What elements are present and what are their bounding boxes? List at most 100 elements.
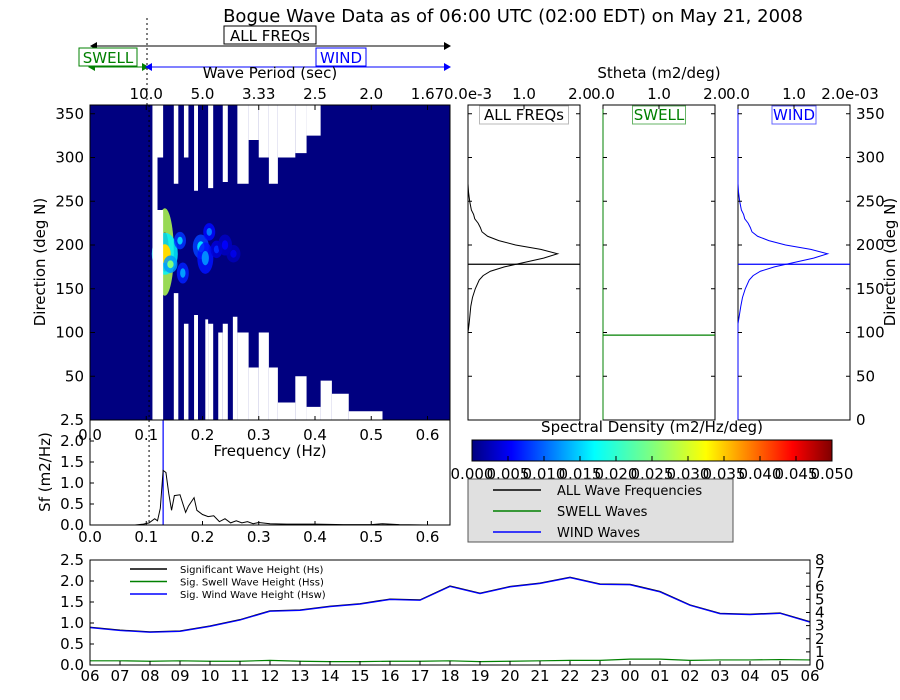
height-xtick-label: 06 [80,667,99,685]
spectrum-empty-bin [237,105,249,184]
legend-entry: SWELL Waves [557,505,648,520]
height-legend-entry: Significant Wave Height (Hs) [180,565,323,576]
hotspot-core [167,260,174,269]
spectrum-empty-bin [248,367,259,420]
spectrum-empty-bin [237,332,249,420]
swell-band-label: SWELL [83,49,134,67]
hotspot-core [201,251,209,266]
stheta-wind-panel: WIND 0.0 1.0 2.0e-03 0 50 100 150 200 250 300 350 [726,85,885,429]
legend-entry: WIND Waves [557,526,640,541]
spectrum-empty-bin [208,105,214,189]
spectrum-empty-bin [173,293,179,420]
all-freqs-arrow-right [444,42,451,50]
right-ytick-label: 250 [856,192,885,210]
spectrum-empty-bin [295,105,307,154]
spectrum-empty-bin [258,105,269,158]
height-ytick-label: 0.5 [60,635,84,653]
spectrum-heatmap: 50 100 150 200 250 300 350 10.0 5.0 3.33 2.5 2.0 1.6… [55,85,451,421]
spectrum-empty-bin [157,105,164,158]
period-tick-label: 5.0 [191,85,215,103]
height-xtick-label: 00 [620,667,639,685]
wind-arrow-right [444,63,451,71]
wind-xtick-label: 2.0e-03 [821,85,879,103]
hotspot-core [230,249,237,258]
sf-ylabel: Sf (m2/Hz) [36,432,54,512]
spectrum-xtick-label: 0.2 [191,426,215,444]
spectrum-empty-bin [194,105,198,191]
stheta-right-ylabel: Direction (deg N) [881,198,899,327]
height-ytick-label: 2.5 [60,551,84,569]
right-ytick-label: 50 [856,367,875,385]
height-legend-entry: Sig. Swell Wave Height (Hss) [180,578,324,589]
swell-panel-frame [602,104,716,421]
height-xtick-label: 08 [140,667,159,685]
height-y2tick-label: 2 [815,630,825,648]
colorbar: Spectral Density (m2/Hz/deg) 0.0000.0050… [451,418,854,483]
spectrum-hotspot [197,242,214,274]
spectrum-empty-bin [194,315,198,420]
period-tick-label: 1.67 [411,85,444,103]
height-legend-entry: Sig. Wind Wave Height (Hsw) [180,590,326,601]
spectrum-empty-bin [205,319,209,420]
hotspot-core [213,245,220,254]
swell-panel-title: SWELL [634,106,685,124]
band-indicators: ALL FREQs SWELL WIND [78,18,451,105]
height-xtick-label: 14 [320,667,339,685]
right-ytick-label: 300 [856,149,885,167]
height-ytick-label: 2.0 [60,572,84,590]
spectrum-empty-bin [232,316,238,420]
sf-ytick-label: 1.5 [60,453,84,471]
sf-ytick-label: 2.0 [60,432,84,450]
spectrum-empty-bin [268,367,278,420]
height-y2tick-label: 7 [815,564,825,582]
period-tick-label: 2.0 [359,85,383,103]
height-xtick-label: 20 [500,667,519,685]
height-xtick-label: 06 [800,667,819,685]
legend-entry: ALL Wave Frequencies [557,484,702,499]
spectrum-hotspot [163,255,178,273]
height-xtick-label: 11 [230,667,249,685]
all-freqs-box [223,25,317,45]
spectrum-ytick-label: 150 [55,280,84,298]
sf-ytick-label: 0.0 [60,516,84,534]
height-xtick-label: 03 [710,667,729,685]
all-stheta-curve [467,105,560,420]
wind-xtick-label: 1.0 [782,85,806,103]
sf-ytick-label: 1.0 [60,474,84,492]
spectrum-xtick-label: 0.4 [303,426,327,444]
colorbar-tick-label: 0.040 [739,465,782,483]
spectrum-xtick-label: 0.5 [359,426,383,444]
spectrum-ytick-label: 250 [55,192,84,210]
spectrum-empty-bin [222,105,228,182]
sf-xtick-label: 0.1 [134,528,158,546]
swell-xtick-label: 1.0 [647,85,671,103]
all-panel-title: ALL FREQs [484,106,564,124]
height-xtick-label: 17 [410,667,429,685]
height-xtick-label: 21 [530,667,549,685]
wind-box [315,47,367,67]
hotspot-core [177,236,183,245]
wind-xtick-label: 0.0 [726,85,750,103]
right-ytick-label: 200 [856,236,885,254]
right-ytick-label: 100 [856,324,885,342]
height-xtick-label: 05 [770,667,789,685]
spectrum-empty-bin [152,105,158,420]
sf-ytick-label: 0.5 [60,495,84,513]
height-xtick-label: 16 [380,667,399,685]
swell-box [78,47,138,67]
spectrum-xtick-label: 0.3 [247,426,271,444]
series-legend: ALL Wave Frequencies SWELL Waves WIND Wave… [467,478,734,543]
height-y2tick-label: 0 [815,656,825,674]
height-ytick-label: 1.5 [60,593,84,611]
spectrum-empty-bin [248,105,259,140]
height-y2tick-label: 1 [815,643,825,661]
sf-xtick-label: 0.2 [191,528,215,546]
spectrum-empty-bin [173,105,179,184]
spectrum-empty-bin [277,105,296,158]
height-xtick-label: 09 [170,667,189,685]
all-xtick-label: 1.0 [512,85,536,103]
height-xtick-label: 15 [350,667,369,685]
spectrum-hotspot [203,223,216,241]
height-xtick-label: 22 [560,667,579,685]
spectrum-empty-bin [306,105,321,136]
